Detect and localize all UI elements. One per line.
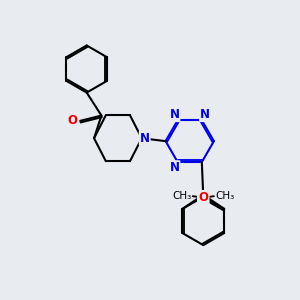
Text: N: N (169, 161, 179, 174)
Text: N: N (169, 108, 179, 121)
Text: N: N (200, 108, 210, 121)
Text: O: O (199, 191, 208, 204)
Text: O: O (198, 191, 208, 204)
Text: CH₃: CH₃ (215, 191, 235, 201)
Text: O: O (68, 114, 78, 127)
Text: CH₃: CH₃ (172, 191, 191, 201)
Text: N: N (140, 132, 150, 145)
